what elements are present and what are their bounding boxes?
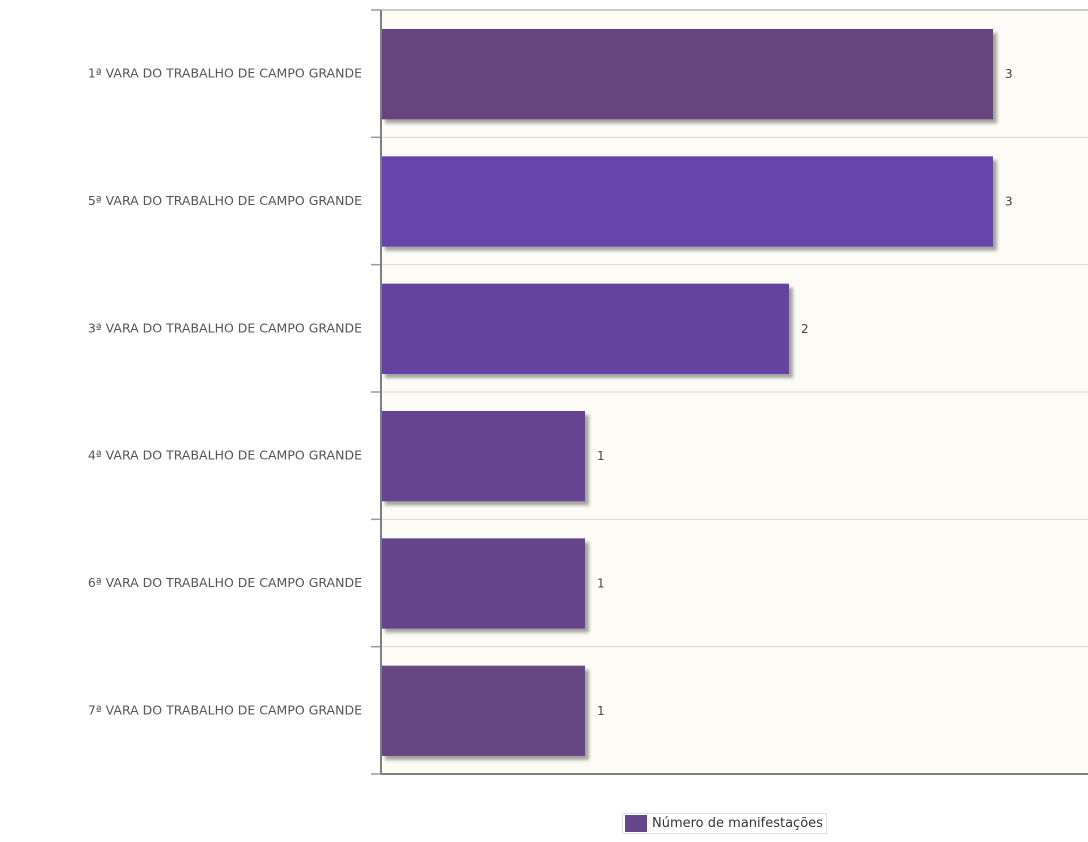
- category-label: 5ª VARA DO TRABALHO DE CAMPO GRANDE: [88, 193, 362, 208]
- category-label: 6ª VARA DO TRABALHO DE CAMPO GRANDE: [88, 575, 362, 590]
- legend: Número de manifestações: [622, 813, 827, 834]
- legend-label: Número de manifestações: [652, 816, 823, 831]
- bar: [381, 156, 993, 247]
- category-label: 7ª VARA DO TRABALHO DE CAMPO GRANDE: [88, 702, 362, 717]
- data-label: 1: [597, 577, 605, 591]
- bar: [381, 411, 585, 502]
- category-label: 1ª VARA DO TRABALHO DE CAMPO GRANDE: [88, 66, 362, 81]
- data-label: 3: [1005, 195, 1013, 209]
- data-label: 1: [597, 704, 605, 718]
- bar: [381, 665, 585, 756]
- category-label: 4ª VARA DO TRABALHO DE CAMPO GRANDE: [88, 448, 362, 463]
- bar: [381, 29, 993, 120]
- data-label: 1: [597, 449, 605, 463]
- data-label: 3: [1005, 67, 1013, 81]
- legend-swatch: [625, 815, 647, 832]
- category-label: 3ª VARA DO TRABALHO DE CAMPO GRANDE: [88, 320, 362, 335]
- data-label: 2: [801, 322, 809, 336]
- bar: [381, 538, 585, 629]
- bar: [381, 283, 789, 374]
